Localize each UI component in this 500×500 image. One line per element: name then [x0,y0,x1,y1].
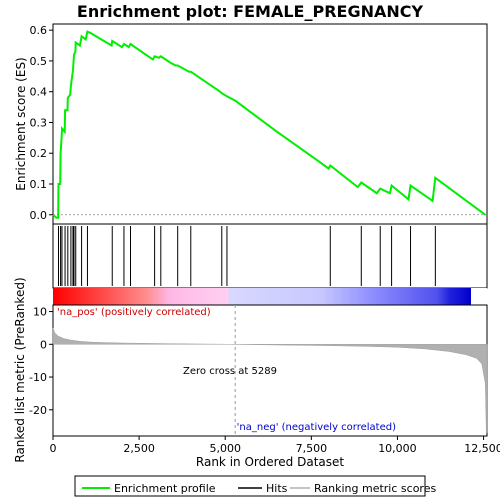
legend-hits-label: Hits [266,482,288,495]
gradient-bar-tail [471,288,487,305]
legend-profile-label: Enrichment profile [114,482,216,495]
es-ytick-label: 0.3 [30,116,48,129]
x-tick-label: 2,500 [123,442,155,455]
hits-panel-frame [53,224,487,288]
neg-label: 'na_neg' (negatively correlated) [237,422,396,433]
legend-metric-label: Ranking metric scores [314,482,436,495]
zero-cross-label: Zero cross at 5289 [183,366,277,377]
metric-ytick-label: 10 [33,306,47,319]
es-ytick-label: 0.5 [30,55,48,68]
es-ytick-label: 0.6 [30,24,48,37]
x-axis-label: Rank in Ordered Dataset [196,455,344,469]
x-axis-ticks: 0 2,500 5,000 7,500 10,000 12,500 [50,436,500,455]
metric-ticks: 10 0 -10 -20 [29,306,53,417]
es-ytick-label: 0.2 [30,147,48,160]
x-tick-label: 0 [50,442,57,455]
es-ytick-label: 0.0 [30,209,48,222]
metric-ylabel: Ranked list metric (PreRanked) [13,277,27,462]
pos-label: 'na_pos' (positively correlated) [57,307,211,318]
chart-title: Enrichment plot: FEMALE_PREGNANCY [77,2,424,21]
x-tick-label: 12,500 [464,442,500,455]
metric-ytick-label: -20 [29,404,47,417]
x-tick-label: 7,500 [296,442,328,455]
es-ylabel: Enrichment score (ES) [14,57,28,190]
ranking-gradient-bar [53,288,471,305]
es-ytick-label: 0.4 [30,86,48,99]
x-tick-label: 10,000 [378,442,417,455]
x-tick-label: 5,000 [209,442,241,455]
metric-ytick-label: -10 [29,371,47,384]
metric-ytick-label: 0 [40,338,47,351]
es-ytick-label: 0.1 [30,178,48,191]
